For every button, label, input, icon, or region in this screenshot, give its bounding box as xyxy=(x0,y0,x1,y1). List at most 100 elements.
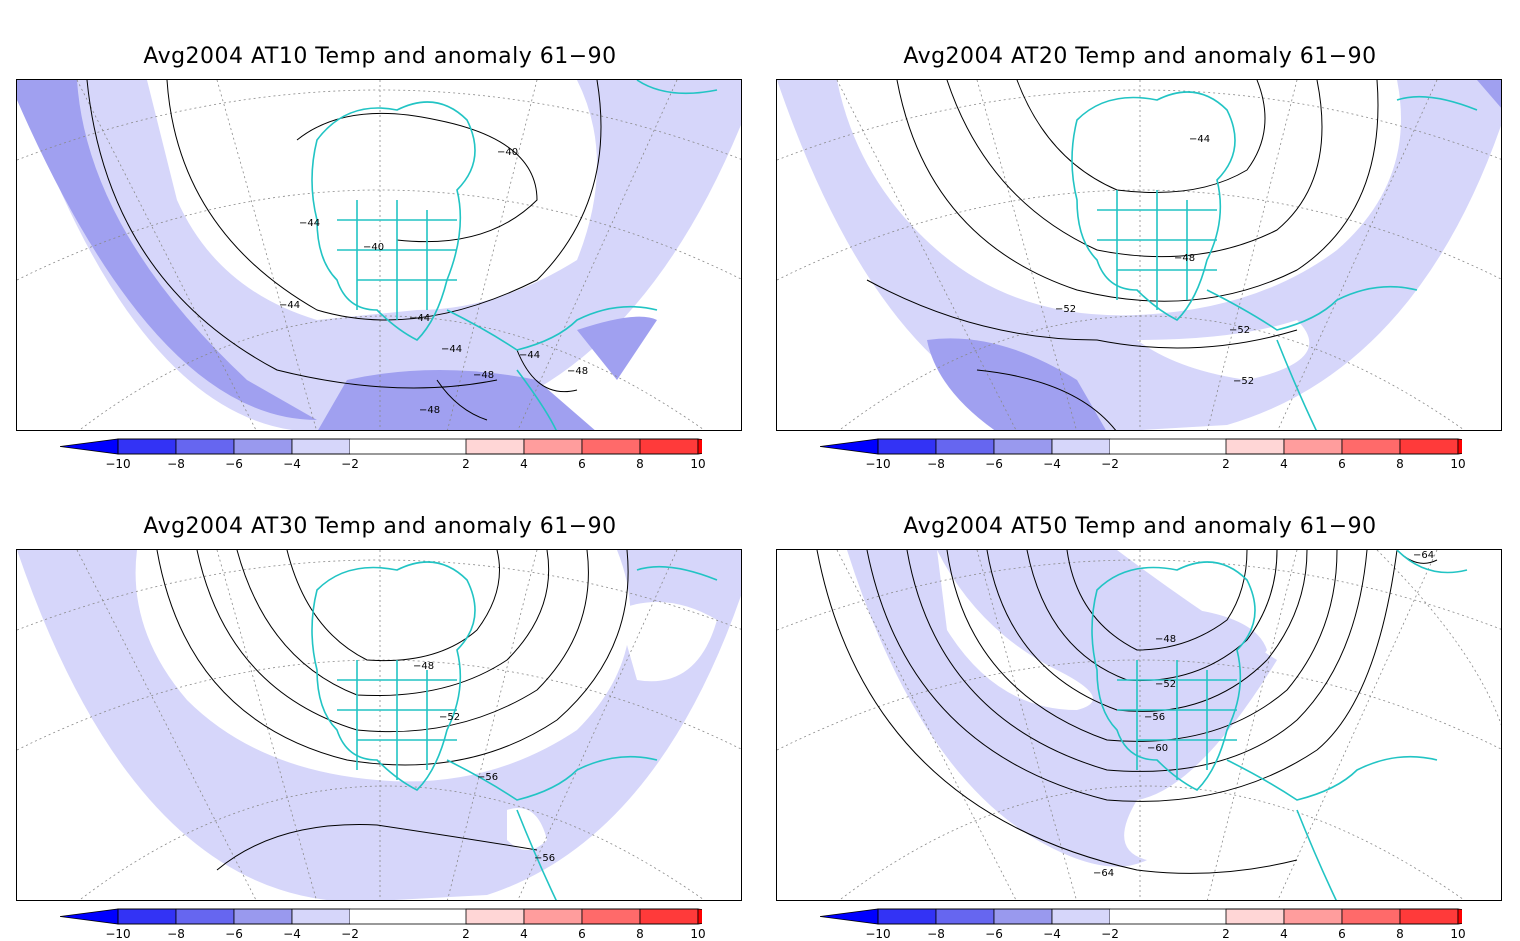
colorbar-graphic xyxy=(60,438,702,455)
map-frame: −40 −44 −40 −44 −44 −44 −44 −48 −48 −48 xyxy=(16,79,742,431)
colorbar-tick-label: −8 xyxy=(927,457,945,471)
colorbar-tick-label: −10 xyxy=(865,927,891,941)
colorbar-tick-label: −8 xyxy=(167,457,185,471)
panel-at20: Avg2004 AT20 Temp and anomaly 61−90 xyxy=(760,0,1520,471)
contour-label: −60 xyxy=(1147,743,1168,754)
colorbar-bin xyxy=(935,438,995,455)
colorbar-bin xyxy=(1051,908,1111,925)
colorbar-arrow-right xyxy=(697,908,702,925)
colorbar-bin xyxy=(175,438,235,455)
colorbar: −10 −8 −6 −4 −2 2 4 6 8 10 xyxy=(820,438,1466,471)
colorbar-tick-label: 10 xyxy=(690,457,706,471)
colorbar-tick-label: −2 xyxy=(1101,927,1119,941)
colorbar-arrow-left xyxy=(820,438,879,455)
panel-title: Avg2004 AT20 Temp and anomaly 61−90 xyxy=(903,44,1377,69)
contour-label: −44 xyxy=(1189,134,1210,145)
colorbar-bin xyxy=(117,908,177,925)
colorbar-tick-label: 4 xyxy=(520,457,528,471)
contour-label: −48 xyxy=(413,661,434,672)
contour-label: −40 xyxy=(497,147,518,158)
colorbar-tick-label: 4 xyxy=(1280,927,1288,941)
colorbar-tick-label: 8 xyxy=(636,927,644,941)
colorbar-bin xyxy=(350,909,408,924)
colorbar-tick-label: −6 xyxy=(985,457,1003,471)
colorbar-bin xyxy=(1399,908,1459,925)
contour-label: −56 xyxy=(1144,712,1165,723)
contour-label: −44 xyxy=(409,313,430,324)
panel-at30: Avg2004 AT30 Temp and anomaly 61−90 xyxy=(0,470,760,941)
colorbar: −10 −8 −6 −4 −2 2 4 6 8 10 xyxy=(60,908,706,941)
colorbar-arrow-right xyxy=(1457,908,1462,925)
colorbar-arrow-left xyxy=(60,908,119,925)
colorbar-bin xyxy=(1225,908,1285,925)
colorbar-tick-label: −6 xyxy=(225,457,243,471)
colorbar-bin xyxy=(408,909,466,924)
colorbar-tick-label: 6 xyxy=(1338,457,1346,471)
colorbar-graphic xyxy=(60,908,702,925)
colorbar-bin xyxy=(639,438,699,455)
colorbar-tick-label: 10 xyxy=(1450,457,1466,471)
colorbar-tick-label: −2 xyxy=(1101,457,1119,471)
colorbar-bin xyxy=(581,438,641,455)
colorbar-tick-label: −8 xyxy=(927,927,945,941)
colorbar-tick-label: 6 xyxy=(578,927,586,941)
colorbar-bin xyxy=(877,438,937,455)
colorbar-tick-label: 4 xyxy=(520,927,528,941)
contour-label: −44 xyxy=(279,300,300,311)
colorbar-bin xyxy=(523,438,583,455)
contour-label: −48 xyxy=(473,370,494,381)
colorbar-tick-label: −2 xyxy=(341,927,359,941)
colorbar-bin xyxy=(581,908,641,925)
colorbar-arrow-right xyxy=(1457,438,1462,455)
contour-label: −64 xyxy=(1093,868,1114,879)
colorbar-arrow-right xyxy=(697,438,702,455)
colorbar-bin xyxy=(1283,908,1343,925)
contour-label: −52 xyxy=(1233,376,1254,387)
colorbar-tick-label: −4 xyxy=(283,927,301,941)
anomaly-map: −40 −44 −40 −44 −44 −44 −44 −48 −48 −48 xyxy=(17,80,741,430)
map-frame: −48 −52 −56 −56 xyxy=(16,549,742,901)
colorbar-tick-label: 2 xyxy=(1222,457,1230,471)
colorbar-tick-label: 4 xyxy=(1280,457,1288,471)
contour-label: −48 xyxy=(1155,634,1176,645)
colorbar-tick-label: −10 xyxy=(105,457,131,471)
colorbar-tick-label: −4 xyxy=(283,457,301,471)
colorbar-tick-label: 10 xyxy=(690,927,706,941)
contour-label: −56 xyxy=(534,853,555,864)
colorbar-bin xyxy=(1341,438,1401,455)
colorbar-bin xyxy=(1110,909,1168,924)
colorbar-bin xyxy=(1051,438,1111,455)
colorbar-tick-label: 8 xyxy=(1396,927,1404,941)
contour-label: −40 xyxy=(363,242,384,253)
contour-label: −48 xyxy=(419,405,440,416)
colorbar-bin xyxy=(993,908,1053,925)
colorbar-bin xyxy=(465,908,525,925)
contour-label: −48 xyxy=(567,366,588,377)
colorbar-tick-label: 6 xyxy=(1338,927,1346,941)
contour-label: −44 xyxy=(519,350,540,361)
panel-at10: Avg2004 AT10 Temp and anomaly 61−90 xyxy=(0,0,760,471)
colorbar-tick-label: 6 xyxy=(578,457,586,471)
colorbar-bin xyxy=(291,908,351,925)
map-frame: −44 −48 −52 −52 −52 xyxy=(776,79,1502,431)
contour-label: −56 xyxy=(477,772,498,783)
contour-label: −52 xyxy=(1155,679,1176,690)
colorbar: −10 −8 −6 −4 −2 2 4 6 8 10 xyxy=(60,438,706,471)
map-frame: −64 −48 −52 −56 −60 −64 xyxy=(776,549,1502,901)
colorbar-bin xyxy=(523,908,583,925)
colorbar-tick-label: 2 xyxy=(1222,927,1230,941)
colorbar-tick-label: −8 xyxy=(167,927,185,941)
colorbar-bin xyxy=(1225,438,1285,455)
contour-label: −52 xyxy=(1055,304,1076,315)
anomaly-map: −64 −48 −52 −56 −60 −64 xyxy=(777,550,1501,900)
colorbar-tick-label: 8 xyxy=(1396,457,1404,471)
colorbar-tick-label: 8 xyxy=(636,457,644,471)
colorbar-bin xyxy=(175,908,235,925)
colorbar-bin xyxy=(291,438,351,455)
colorbar-bin xyxy=(233,438,293,455)
colorbar-arrow-left xyxy=(60,438,119,455)
contour-label: −44 xyxy=(441,344,462,355)
colorbar-tick-label: 10 xyxy=(1450,927,1466,941)
colorbar-bin xyxy=(877,908,937,925)
colorbar-tick-label: −2 xyxy=(341,457,359,471)
